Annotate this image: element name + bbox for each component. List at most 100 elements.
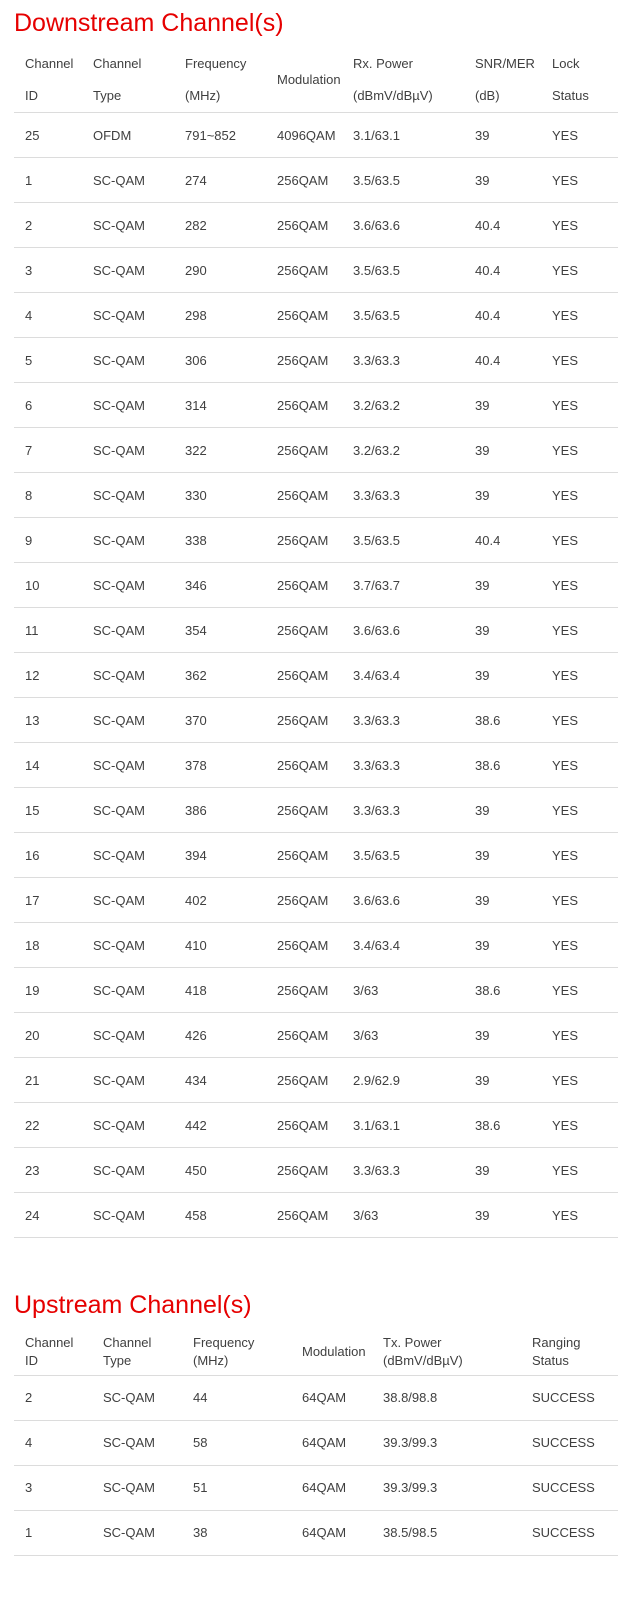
table-cell: 40.4 [464, 292, 541, 338]
table-cell: YES [541, 877, 618, 923]
table-row: 3 SC-QAM 51 64QAM 39.3/99.3 SUCCESS [14, 1465, 618, 1511]
table-cell: 256QAM [266, 787, 342, 833]
table-cell: 3.1/63.1 [342, 1102, 464, 1148]
table-cell: 3.2/63.2 [342, 382, 464, 428]
table-cell: YES [541, 112, 618, 158]
column-header: Channel ID [14, 48, 82, 113]
column-header: SNR/MER (dB) [464, 48, 541, 113]
table-cell: SC-QAM [82, 697, 174, 743]
table-cell: SC-QAM [82, 787, 174, 833]
table-cell: 426 [174, 1012, 266, 1058]
table-row: 24 SC-QAM 458 256QAM 3/63 39 YES [14, 1192, 618, 1238]
table-cell: 298 [174, 292, 266, 338]
table-cell: 274 [174, 157, 266, 203]
table-cell: 306 [174, 337, 266, 383]
table-cell: 256QAM [266, 922, 342, 968]
table-cell: 338 [174, 517, 266, 563]
table-cell: 4096QAM [266, 112, 342, 158]
table-row: 3 SC-QAM 290 256QAM 3.5/63.5 40.4 YES [14, 247, 618, 293]
table-row: 5 SC-QAM 306 256QAM 3.3/63.3 40.4 YES [14, 337, 618, 383]
table-cell: 3/63 [342, 967, 464, 1013]
downstream-section-title: Downstream Channel(s) [14, 9, 284, 37]
table-cell: 38.6 [464, 1102, 541, 1148]
table-cell: 39 [464, 922, 541, 968]
table-cell: 256QAM [266, 1192, 342, 1238]
table-cell: 256QAM [266, 697, 342, 743]
table-cell: SC-QAM [92, 1465, 182, 1511]
table-row: 25 OFDM 791~852 4096QAM 3.1/63.1 39 YES [14, 112, 618, 158]
table-row: 6 SC-QAM 314 256QAM 3.2/63.2 39 YES [14, 382, 618, 428]
table-cell: SC-QAM [82, 1192, 174, 1238]
table-cell: 3.2/63.2 [342, 427, 464, 473]
table-cell: 322 [174, 427, 266, 473]
table-cell: SC-QAM [82, 292, 174, 338]
column-header: Frequency (MHz) [174, 48, 266, 113]
channel-status-page: Downstream Channel(s) Channel ID Channel … [0, 8, 628, 1610]
table-cell: SC-QAM [82, 1102, 174, 1148]
table-cell: YES [541, 382, 618, 428]
downstream-header-row: Channel ID Channel Type Frequency (MHz) Mod… [14, 48, 618, 113]
table-cell: 3/63 [342, 1192, 464, 1238]
table-cell: 51 [182, 1465, 291, 1511]
table-cell: 39 [464, 652, 541, 698]
table-cell: 3.3/63.3 [342, 787, 464, 833]
table-cell: YES [541, 247, 618, 293]
table-cell: 15 [14, 787, 82, 833]
table-cell: 3.3/63.3 [342, 742, 464, 788]
table-cell: 3.6/63.6 [342, 877, 464, 923]
table-cell: YES [541, 922, 618, 968]
table-cell: 17 [14, 877, 82, 923]
table-cell: 256QAM [266, 517, 342, 563]
table-cell: 370 [174, 697, 266, 743]
column-header: Ranging Status [521, 1330, 618, 1376]
table-row: 16 SC-QAM 394 256QAM 3.5/63.5 39 YES [14, 832, 618, 878]
table-cell: SC-QAM [82, 427, 174, 473]
table-cell: 12 [14, 652, 82, 698]
table-cell: YES [541, 337, 618, 383]
table-cell: SC-QAM [82, 517, 174, 563]
table-cell: 256QAM [266, 1057, 342, 1103]
table-cell: 394 [174, 832, 266, 878]
table-cell: SC-QAM [82, 247, 174, 293]
table-cell: 3.3/63.3 [342, 472, 464, 518]
table-cell: 39.3/99.3 [372, 1420, 521, 1466]
table-cell: YES [541, 472, 618, 518]
table-cell: 39 [464, 427, 541, 473]
table-cell: 256QAM [266, 472, 342, 518]
table-cell: 256QAM [266, 742, 342, 788]
table-cell: 8 [14, 472, 82, 518]
table-cell: 9 [14, 517, 82, 563]
column-header: Frequency (MHz) [182, 1330, 291, 1376]
table-cell: 39 [464, 1147, 541, 1193]
table-cell: 20 [14, 1012, 82, 1058]
table-row: 12 SC-QAM 362 256QAM 3.4/63.4 39 YES [14, 652, 618, 698]
table-cell: 39 [464, 1192, 541, 1238]
column-header: Channel ID [14, 1330, 92, 1376]
table-cell: 11 [14, 607, 82, 653]
table-cell: 256QAM [266, 157, 342, 203]
table-cell: SC-QAM [92, 1510, 182, 1556]
table-cell: 3.5/63.5 [342, 517, 464, 563]
table-cell: 39 [464, 607, 541, 653]
table-cell: 256QAM [266, 877, 342, 923]
table-row: 18 SC-QAM 410 256QAM 3.4/63.4 39 YES [14, 922, 618, 968]
table-cell: SC-QAM [82, 877, 174, 923]
table-cell: 39 [464, 562, 541, 608]
table-cell: 23 [14, 1147, 82, 1193]
table-row: 4 SC-QAM 298 256QAM 3.5/63.5 40.4 YES [14, 292, 618, 338]
table-cell: 256QAM [266, 832, 342, 878]
table-cell: 256QAM [266, 562, 342, 608]
table-cell: 256QAM [266, 202, 342, 248]
table-cell: 256QAM [266, 427, 342, 473]
table-cell: 38.5/98.5 [372, 1510, 521, 1556]
table-cell: 40.4 [464, 202, 541, 248]
column-header: Modulation [266, 48, 342, 113]
column-header: Modulation [291, 1330, 372, 1376]
table-cell: YES [541, 697, 618, 743]
table-cell: SUCCESS [521, 1420, 618, 1466]
table-cell: 64QAM [291, 1510, 372, 1556]
table-cell: 64QAM [291, 1465, 372, 1511]
table-cell: 38.6 [464, 697, 541, 743]
table-cell: SC-QAM [82, 382, 174, 428]
table-cell: YES [541, 427, 618, 473]
